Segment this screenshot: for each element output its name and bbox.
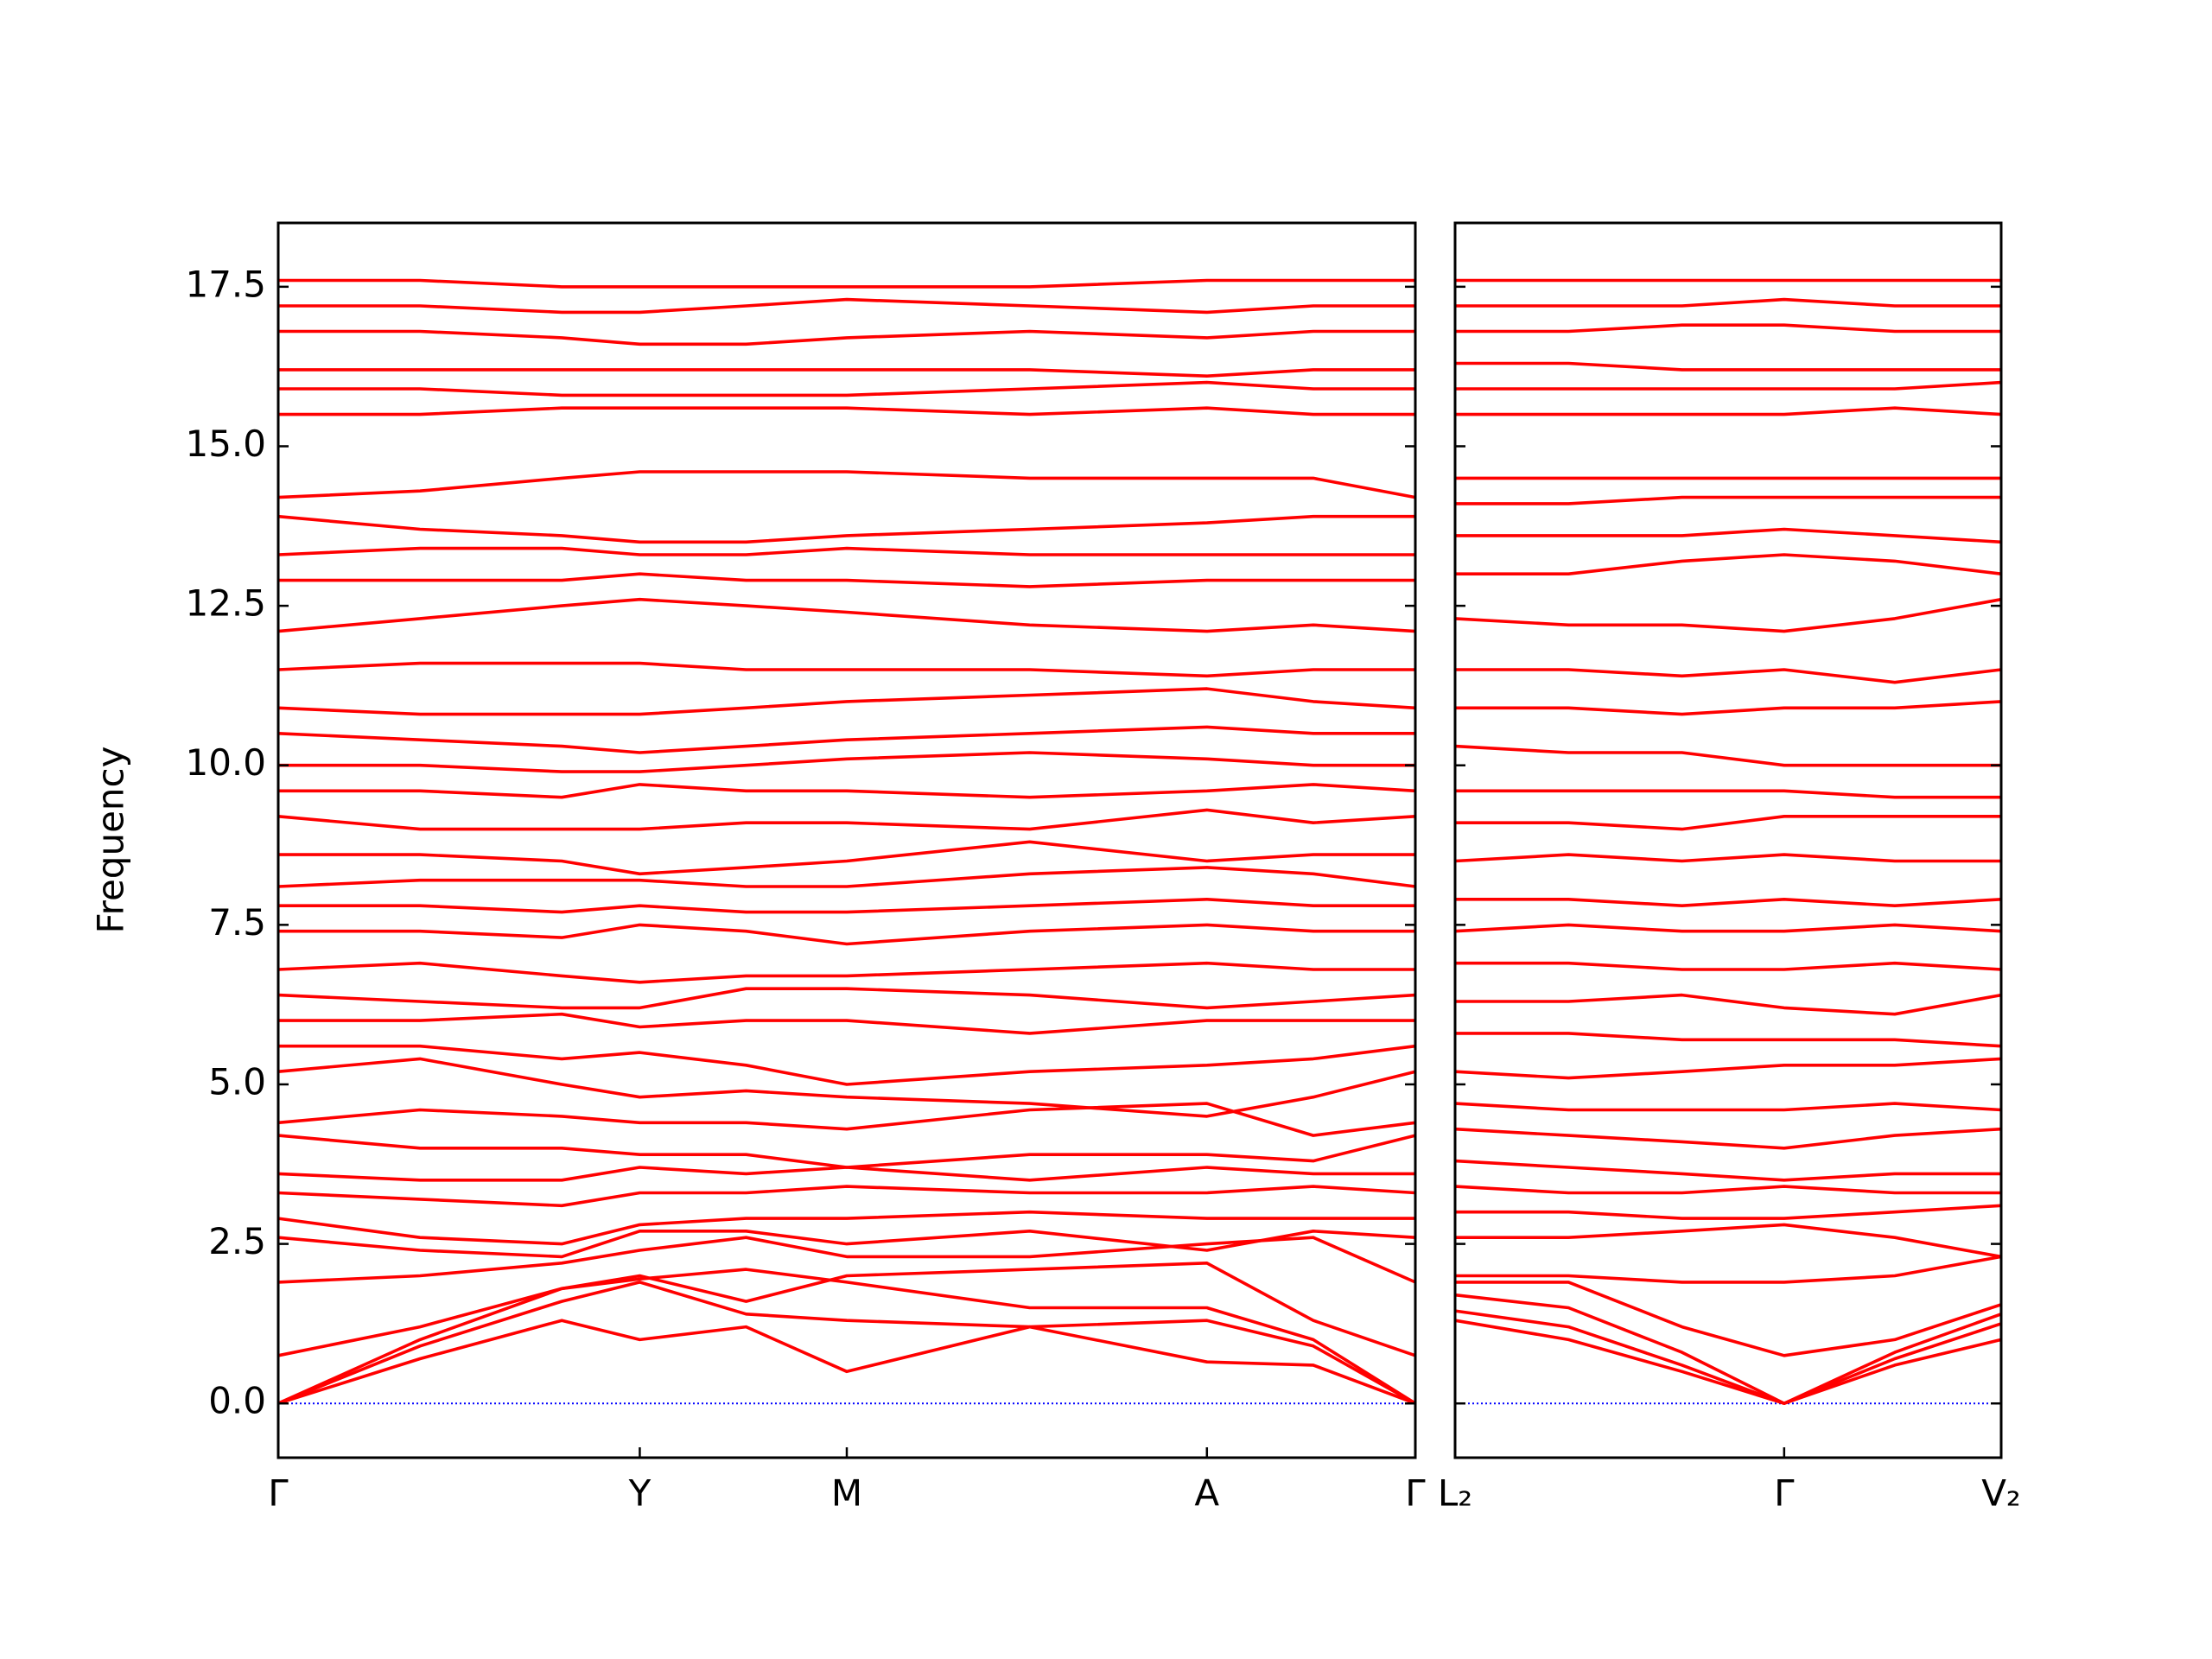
band-line: [277, 661, 1415, 678]
band-line: [1454, 923, 2002, 933]
band-line: [277, 470, 1416, 499]
y-tick-label: 12.5: [185, 582, 266, 625]
x-tick-label: V₂: [1981, 1472, 2021, 1515]
y-tick-label: 10.0: [185, 741, 266, 784]
band-line: [278, 840, 1415, 876]
band-line: [277, 1262, 1416, 1357]
band-line: [1455, 1281, 2002, 1357]
band-line: [1455, 1032, 2002, 1048]
band-line: [1455, 993, 2002, 1016]
band-line: [1455, 898, 2002, 907]
band-line: [1454, 1057, 2002, 1080]
band-line: [277, 1281, 1416, 1405]
band-line: [1454, 1102, 2002, 1112]
band-line: [1454, 597, 2002, 633]
x-tick-label: M: [831, 1472, 862, 1515]
band-line: [1454, 1293, 2002, 1405]
band-line: [277, 1057, 1416, 1118]
band-line: [1455, 553, 2002, 575]
band-line: [1455, 789, 2001, 799]
band-line: [1455, 297, 2001, 308]
band-line: [277, 961, 1415, 984]
band-line: [1454, 1309, 2002, 1405]
y-tick-label: 7.5: [208, 901, 266, 944]
y-tick-label: 5.0: [208, 1060, 266, 1103]
band-line: [277, 1230, 1416, 1259]
band-line: [278, 783, 1416, 799]
x-tick-label: Γ: [1774, 1472, 1795, 1515]
band-line: [277, 808, 1416, 831]
y-tick-label: 2.5: [208, 1220, 266, 1262]
band-line: [278, 278, 1415, 289]
band-line: [1455, 1223, 2002, 1259]
band-line: [277, 725, 1415, 754]
band-line: [278, 572, 1415, 588]
x-tick-label: Y: [628, 1472, 652, 1515]
band-line: [277, 514, 1415, 544]
band-line: [277, 1102, 1416, 1137]
band-line: [277, 1268, 1416, 1405]
x-tick-label: A: [1194, 1472, 1219, 1515]
band-line: [1454, 853, 2001, 863]
band-line: [1455, 495, 2001, 505]
band-line: [278, 297, 1415, 315]
band-line: [1455, 380, 2002, 391]
band-line: [1454, 1185, 2001, 1195]
y-axis-label: Frequency: [90, 747, 132, 934]
band-line: [277, 597, 1416, 633]
band-line: [277, 1134, 1416, 1169]
band-line: [278, 406, 1415, 416]
band-line: [278, 898, 1415, 914]
band-line: [277, 1166, 1415, 1182]
band-line: [1455, 527, 2002, 544]
band-line: [1455, 700, 2002, 716]
band-line: [1454, 744, 2001, 767]
x-tick-label: L₂: [1438, 1472, 1472, 1515]
band-line: [277, 1319, 1416, 1405]
band-line: [1455, 406, 2002, 416]
band-line: [1455, 361, 2001, 372]
band-line: [1454, 1319, 2002, 1405]
band-line: [277, 687, 1416, 716]
band-line: [278, 1012, 1415, 1035]
band-line: [278, 751, 1415, 773]
band-line: [277, 1185, 1416, 1208]
band-line: [277, 1210, 1415, 1246]
band-line: [1455, 668, 2002, 684]
band-line: [278, 329, 1415, 346]
y-tick-label: 15.0: [185, 423, 266, 465]
band-line: [1454, 1159, 2001, 1182]
band-line: [1455, 815, 2001, 831]
band-line: [278, 380, 1415, 397]
y-tick-label: 17.5: [185, 263, 266, 305]
band-line: [277, 546, 1415, 556]
x-tick-label: Γ: [268, 1472, 289, 1515]
band-line: [277, 866, 1416, 888]
band-line: [1455, 1255, 2002, 1284]
band-line: [278, 1044, 1416, 1086]
band-line: [277, 987, 1416, 1010]
band-line: [1455, 323, 2001, 334]
band-line: [1454, 1127, 2002, 1150]
x-tick-label: Γ: [1405, 1472, 1426, 1515]
plot-frame: [1453, 221, 2003, 1459]
band-line: [1455, 961, 2002, 971]
band-line: [278, 923, 1415, 946]
y-tick-label: 0.0: [208, 1380, 266, 1422]
band-line: [1455, 1204, 2002, 1220]
band-line: [278, 368, 1415, 378]
